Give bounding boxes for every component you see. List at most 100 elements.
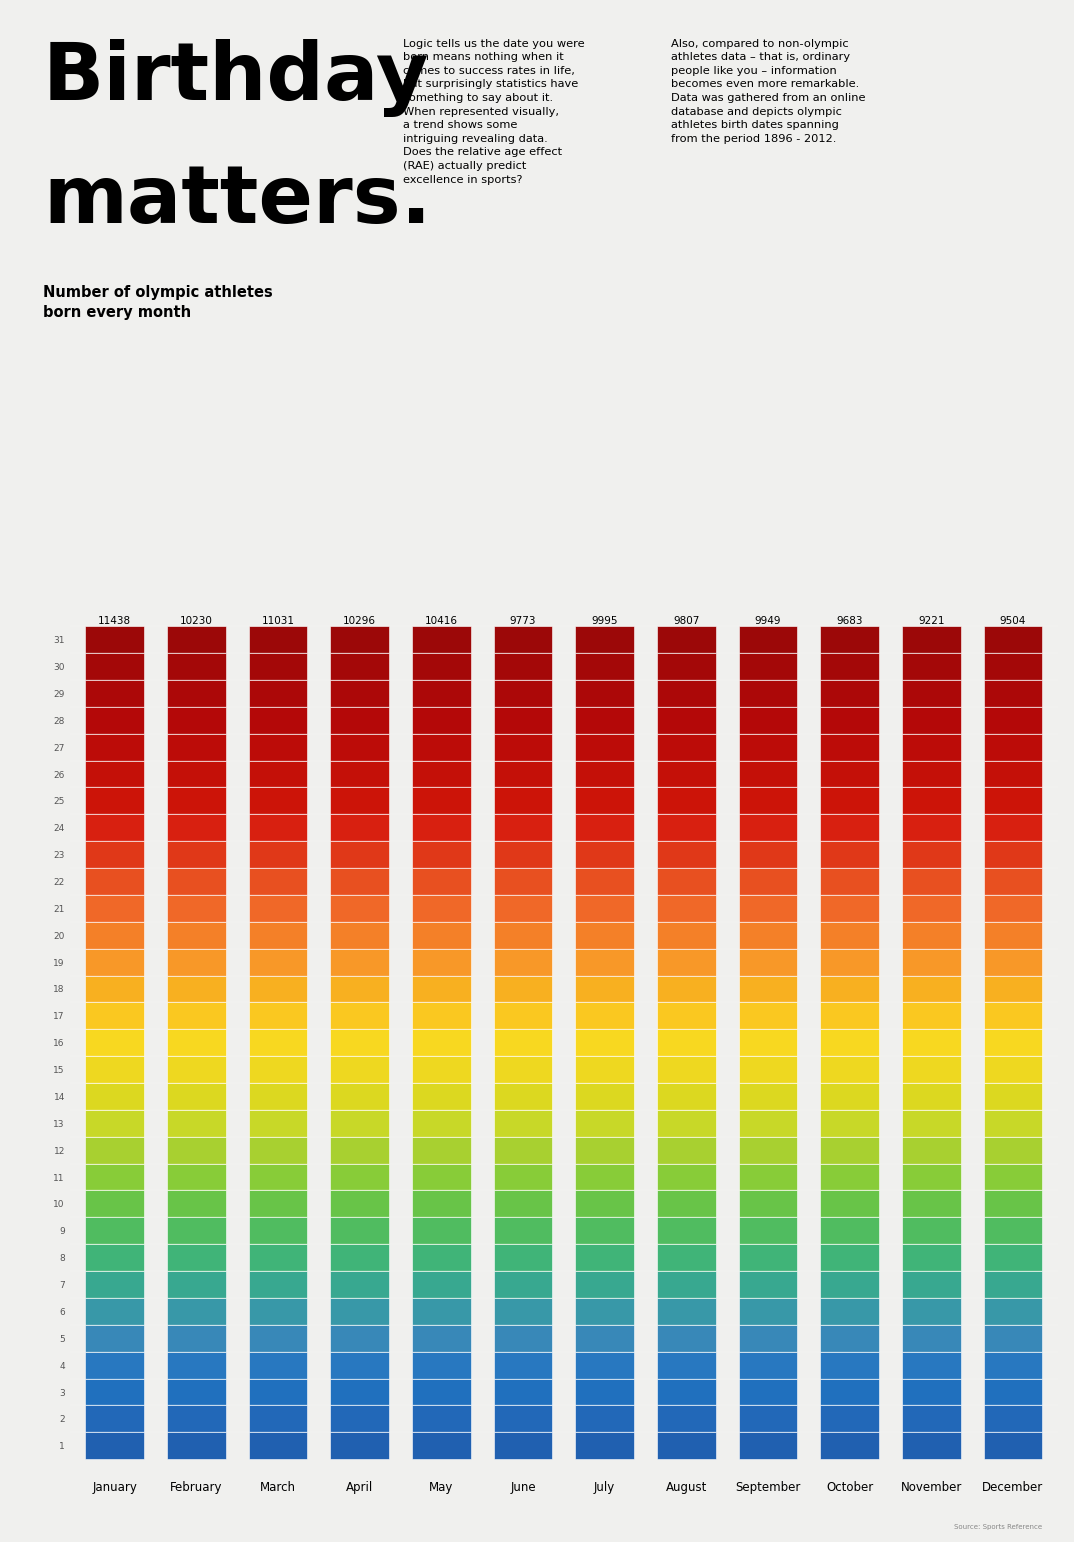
Bar bbox=[166, 1352, 226, 1379]
Text: 10416: 10416 bbox=[425, 617, 458, 626]
Bar bbox=[576, 894, 634, 922]
Bar bbox=[331, 1298, 389, 1325]
Bar bbox=[331, 1030, 389, 1056]
Bar bbox=[902, 706, 961, 734]
Bar bbox=[821, 842, 879, 868]
Bar bbox=[85, 868, 144, 894]
Text: 11031: 11031 bbox=[262, 617, 294, 626]
Bar bbox=[902, 1325, 961, 1352]
Bar bbox=[85, 788, 144, 814]
Bar bbox=[902, 734, 961, 760]
Bar bbox=[821, 1190, 879, 1217]
Bar bbox=[657, 1325, 715, 1352]
Bar bbox=[821, 976, 879, 1002]
Bar bbox=[902, 760, 961, 788]
Bar bbox=[821, 1244, 879, 1271]
Bar bbox=[657, 842, 715, 868]
Text: matters.: matters. bbox=[43, 162, 432, 241]
Bar bbox=[657, 1136, 715, 1164]
Bar bbox=[331, 1136, 389, 1164]
Bar bbox=[576, 868, 634, 894]
Bar bbox=[85, 976, 144, 1002]
Bar bbox=[657, 1164, 715, 1190]
Bar bbox=[739, 1298, 797, 1325]
Bar bbox=[412, 654, 470, 680]
Bar bbox=[166, 1217, 226, 1244]
Bar bbox=[576, 760, 634, 788]
Bar bbox=[249, 976, 307, 1002]
Bar bbox=[576, 814, 634, 842]
Text: 9807: 9807 bbox=[673, 617, 699, 626]
Bar bbox=[984, 1136, 1043, 1164]
Bar bbox=[494, 1164, 552, 1190]
Bar bbox=[902, 654, 961, 680]
Bar bbox=[739, 1082, 797, 1110]
Bar bbox=[85, 626, 144, 654]
Bar bbox=[249, 706, 307, 734]
Bar bbox=[984, 1379, 1043, 1405]
Bar bbox=[412, 1056, 470, 1082]
Bar bbox=[249, 680, 307, 706]
Bar bbox=[412, 788, 470, 814]
Bar bbox=[249, 1433, 307, 1459]
Bar bbox=[412, 1433, 470, 1459]
Bar bbox=[657, 654, 715, 680]
Bar bbox=[412, 1379, 470, 1405]
Bar bbox=[902, 868, 961, 894]
Bar bbox=[739, 1405, 797, 1433]
Bar bbox=[576, 1298, 634, 1325]
Bar bbox=[576, 1271, 634, 1298]
Bar bbox=[412, 1002, 470, 1030]
Bar bbox=[494, 976, 552, 1002]
Bar bbox=[984, 1352, 1043, 1379]
Bar bbox=[249, 1110, 307, 1136]
Bar bbox=[739, 868, 797, 894]
Text: Birthday: Birthday bbox=[43, 39, 430, 117]
Bar bbox=[821, 734, 879, 760]
Bar bbox=[657, 760, 715, 788]
Bar bbox=[166, 1164, 226, 1190]
Bar bbox=[331, 654, 389, 680]
Bar bbox=[576, 1002, 634, 1030]
Bar bbox=[902, 894, 961, 922]
Bar bbox=[739, 814, 797, 842]
Bar bbox=[85, 1002, 144, 1030]
Bar bbox=[249, 760, 307, 788]
Bar bbox=[412, 734, 470, 760]
Bar bbox=[166, 734, 226, 760]
Bar bbox=[249, 1136, 307, 1164]
Bar bbox=[166, 788, 226, 814]
Bar bbox=[412, 1136, 470, 1164]
Bar bbox=[494, 734, 552, 760]
Bar bbox=[821, 1325, 879, 1352]
Bar bbox=[657, 894, 715, 922]
Bar bbox=[984, 1298, 1043, 1325]
Bar bbox=[494, 1352, 552, 1379]
Bar bbox=[984, 976, 1043, 1002]
Bar bbox=[984, 1110, 1043, 1136]
Bar bbox=[576, 1056, 634, 1082]
Bar bbox=[331, 1352, 389, 1379]
Bar bbox=[494, 868, 552, 894]
Bar bbox=[657, 1110, 715, 1136]
Bar bbox=[984, 1244, 1043, 1271]
Bar bbox=[331, 1002, 389, 1030]
Bar bbox=[249, 1352, 307, 1379]
Bar bbox=[166, 1405, 226, 1433]
Bar bbox=[576, 1352, 634, 1379]
Bar bbox=[331, 1164, 389, 1190]
Bar bbox=[494, 1433, 552, 1459]
Bar bbox=[85, 814, 144, 842]
Bar bbox=[249, 626, 307, 654]
Bar bbox=[902, 1082, 961, 1110]
Bar bbox=[494, 626, 552, 654]
Bar bbox=[85, 1352, 144, 1379]
Bar bbox=[902, 948, 961, 976]
Bar bbox=[412, 1164, 470, 1190]
Bar bbox=[739, 1136, 797, 1164]
Bar bbox=[821, 894, 879, 922]
Bar bbox=[494, 922, 552, 948]
Bar bbox=[331, 788, 389, 814]
Bar bbox=[984, 734, 1043, 760]
Bar bbox=[657, 922, 715, 948]
